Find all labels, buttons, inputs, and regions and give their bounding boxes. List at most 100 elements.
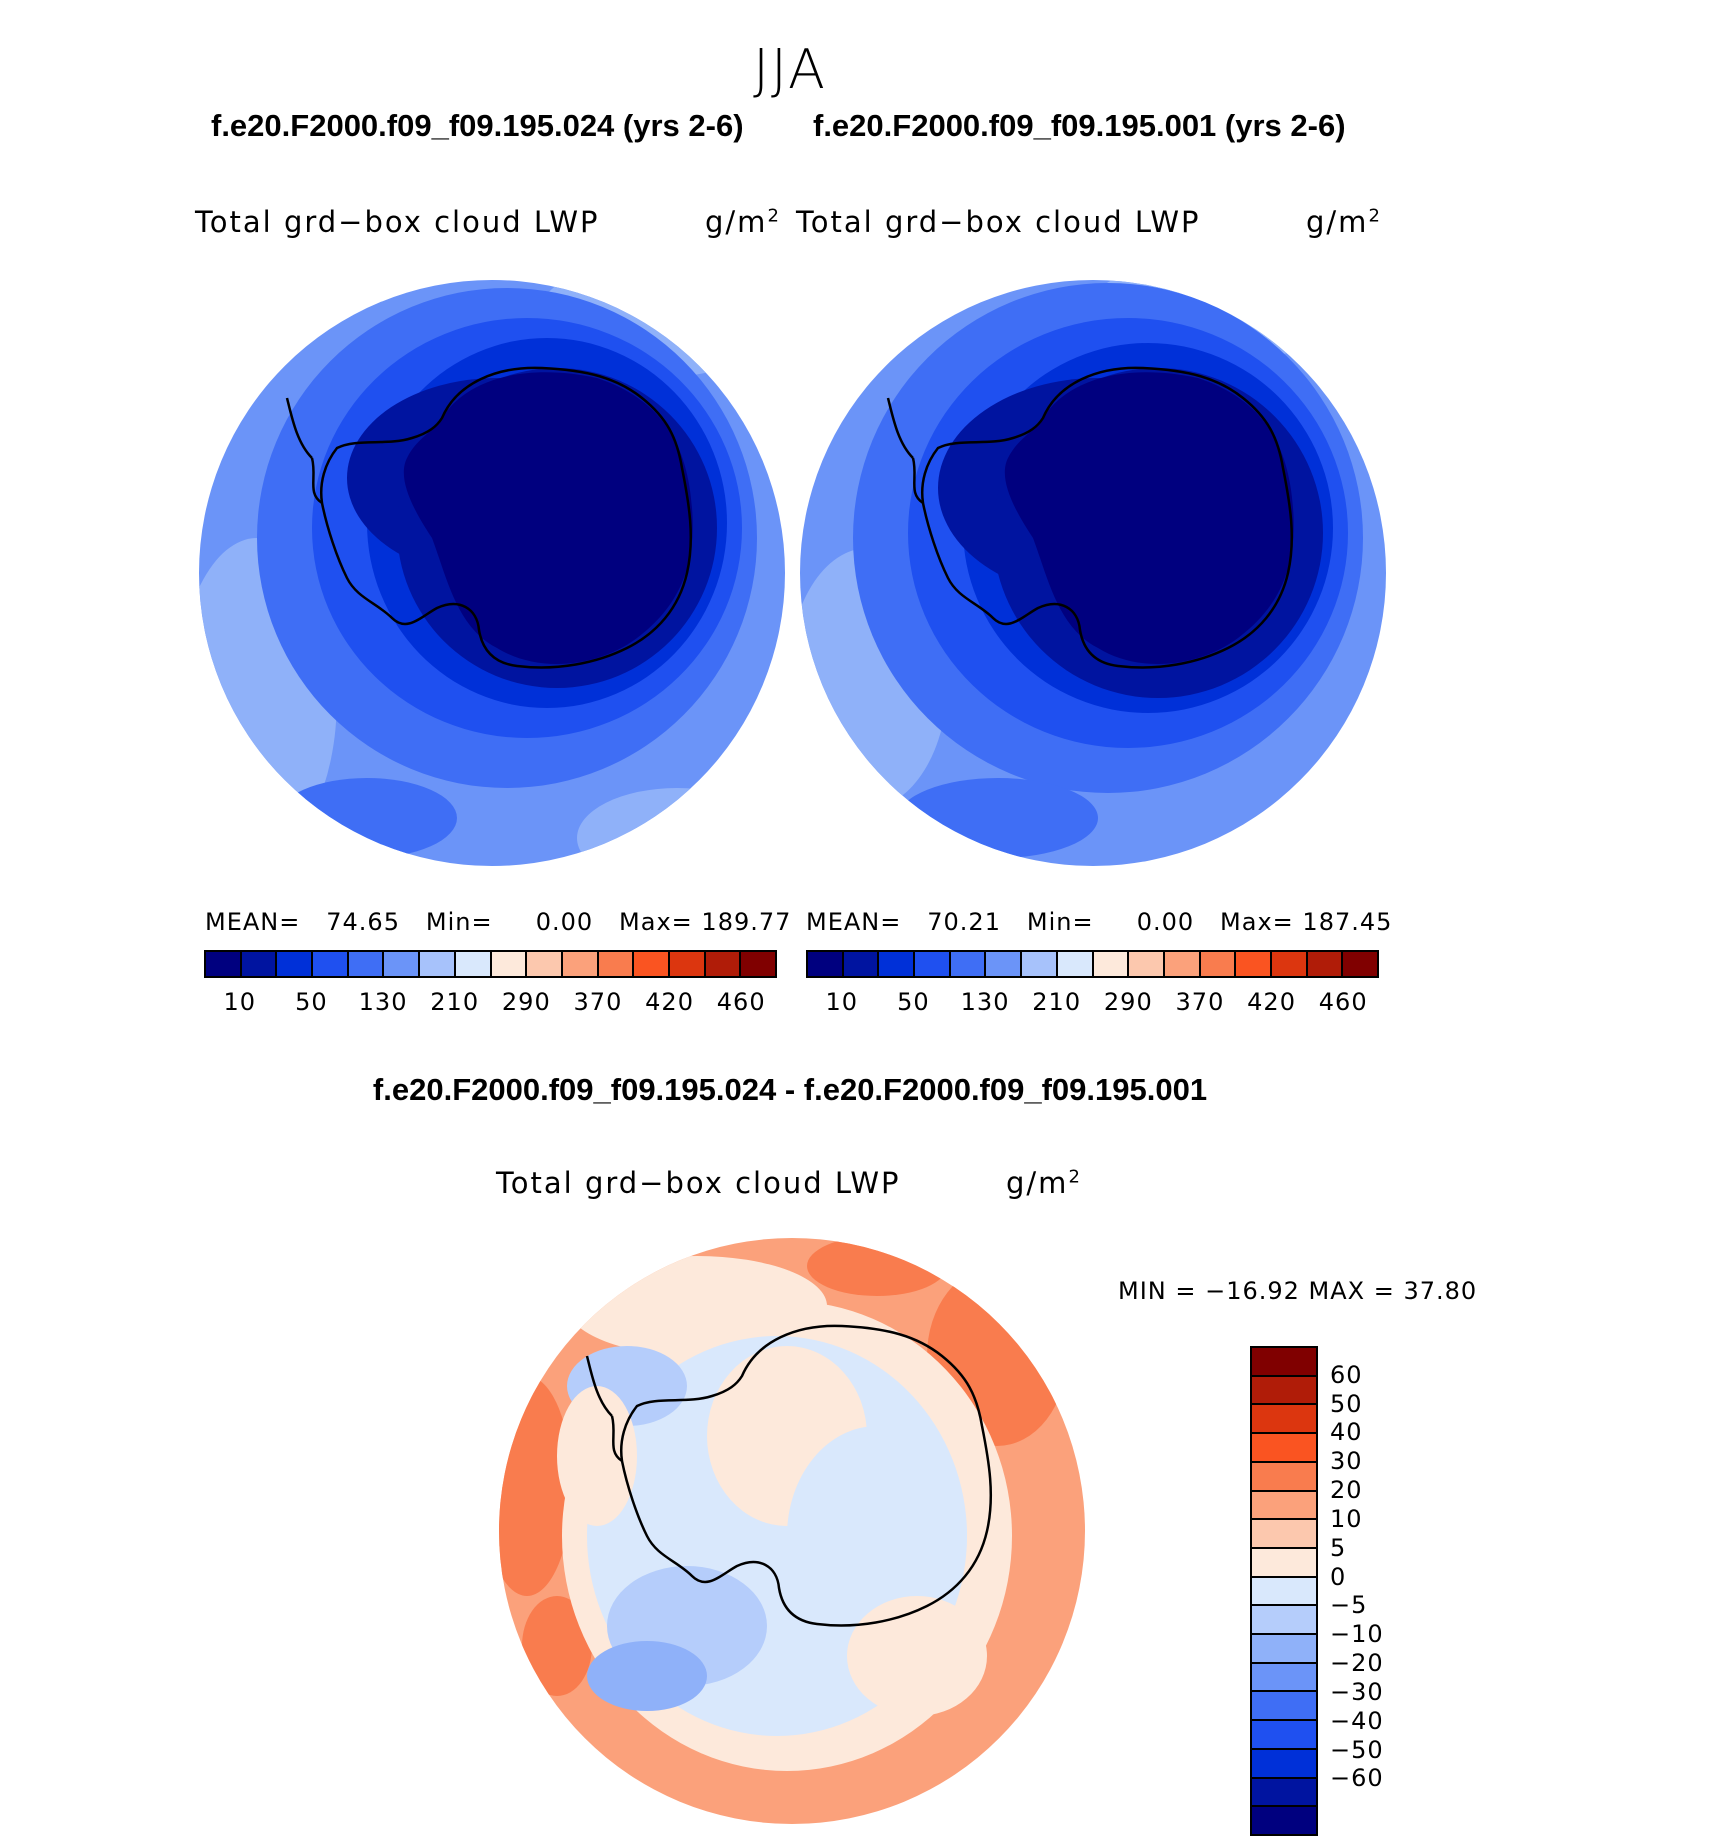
stats-left: MEAN= 74.65 Min= 0.00 Max= 189.77: [205, 908, 792, 936]
colorbar-tick-label: 460: [1318, 988, 1368, 1016]
colorbar-swatch: [1057, 952, 1094, 976]
colorbar-swatch: [1252, 1462, 1316, 1492]
colorbar-swatch: [598, 952, 635, 976]
colorbar-swatch: [741, 952, 775, 976]
colorbar-difference: [1250, 1346, 1318, 1836]
colorbar-tick-label: 50: [897, 988, 930, 1016]
colorbar-swatch: [1129, 952, 1165, 976]
case-title-left: f.e20.F2000.f09_f09.195.024 (yrs 2-6): [211, 108, 744, 143]
colorbar-tick-label: 460: [716, 988, 766, 1016]
colorbar-tick-label: 370: [1175, 988, 1225, 1016]
colorbar-swatch: [206, 952, 242, 976]
colorbar-swatch: [879, 952, 916, 976]
colorbar-swatch: [1252, 1405, 1316, 1435]
polar-map-difference: [499, 1238, 1085, 1824]
colorbar-right: [806, 950, 1379, 978]
colorbar-tick-label: 50: [1330, 1389, 1363, 1418]
colorbar-ticks-difference: 60 50 40 30 20 10 5 0 −5 −10 −20 −30 −40 −50 −60: [1330, 1346, 1450, 1836]
colorbar-swatch: [634, 952, 670, 976]
colorbar-swatch: [1307, 952, 1344, 976]
colorbar-swatch: [491, 952, 528, 976]
colorbar-swatch: [1252, 1663, 1316, 1693]
colorbar-swatch: [1252, 1548, 1316, 1578]
colorbar-swatch: [1252, 1376, 1316, 1406]
colorbar-swatch: [1252, 1807, 1316, 1834]
colorbar-swatch: [1252, 1520, 1316, 1549]
colorbar-swatch: [1252, 1491, 1316, 1521]
colorbar-swatch: [1271, 952, 1308, 976]
colorbar-tick-label: 20: [1330, 1476, 1363, 1505]
units-label-left: g/m2: [705, 205, 781, 239]
colorbar-tick-label: −30: [1330, 1677, 1384, 1706]
colorbar-tick-label: 40: [1330, 1418, 1363, 1447]
difference-title: f.e20.F2000.f09_f09.195.024 - f.e20.F200…: [372, 1072, 1208, 1107]
colorbar-swatch: [277, 952, 314, 976]
colorbar-tick-label: 290: [1103, 988, 1153, 1016]
polar-map-right: [800, 280, 1386, 866]
colorbar-swatch: [1252, 1721, 1316, 1750]
colorbar-tick-label: 210: [1032, 988, 1082, 1016]
colorbar-tick-label: 50: [295, 988, 328, 1016]
colorbar-swatch: [915, 952, 951, 976]
colorbar-tick-label: 290: [501, 988, 551, 1016]
colorbar-swatch: [562, 952, 599, 976]
colorbar-swatch: [1252, 1434, 1316, 1463]
colorbar-tick-label: 5: [1330, 1533, 1347, 1562]
colorbar-tick-label: 10: [223, 988, 257, 1016]
colorbar-tick-label: 130: [960, 988, 1010, 1016]
colorbar-swatch: [1252, 1778, 1316, 1808]
stats-right: MEAN= 70.21 Min= 0.00 Max= 187.45: [806, 908, 1393, 936]
colorbar-swatch: [843, 952, 880, 976]
colorbar-tick-label: −10: [1330, 1620, 1384, 1649]
colorbar-swatch: [348, 952, 385, 976]
colorbar-swatch: [1252, 1577, 1316, 1607]
colorbar-swatch: [950, 952, 987, 976]
colorbar-tick-label: −5: [1330, 1591, 1368, 1620]
colorbar-swatch: [1252, 1348, 1316, 1377]
units-label-right: g/m2: [1306, 205, 1382, 239]
colorbar-tick-label: 10: [1330, 1504, 1363, 1533]
variable-label-diff: Total grd−box cloud LWP: [496, 1166, 901, 1200]
variable-label-right: Total grd−box cloud LWP: [796, 205, 1201, 239]
colorbar-swatch: [384, 952, 421, 976]
colorbar-swatch: [705, 952, 742, 976]
colorbar-swatch: [313, 952, 349, 976]
colorbar-swatch: [420, 952, 456, 976]
colorbar-swatch: [1252, 1635, 1316, 1664]
colorbar-tick-label: 370: [573, 988, 623, 1016]
colorbar-swatch: [455, 952, 492, 976]
season-title: JJA: [753, 38, 827, 101]
colorbar-swatch: [1252, 1692, 1316, 1722]
polar-map-left: [199, 280, 785, 866]
colorbar-tick-label: 210: [430, 988, 480, 1016]
colorbar-tick-label: −20: [1330, 1649, 1384, 1678]
colorbar-swatch: [241, 952, 278, 976]
colorbar-swatch: [1252, 1606, 1316, 1636]
colorbar-swatch: [1093, 952, 1130, 976]
colorbar-swatch: [808, 952, 844, 976]
colorbar-left: [204, 950, 777, 978]
colorbar-swatch: [1164, 952, 1201, 976]
colorbar-ticks-right: 10 50 130 210 290 370 420 460: [806, 988, 1379, 1018]
colorbar-swatch: [1343, 952, 1377, 976]
colorbar-swatch: [1252, 1749, 1316, 1779]
case-title-right: f.e20.F2000.f09_f09.195.001 (yrs 2-6): [813, 108, 1346, 143]
colorbar-ticks-left: 10 50 130 210 290 370 420 460: [204, 988, 777, 1018]
colorbar-tick-label: −60: [1330, 1764, 1384, 1793]
colorbar-tick-label: −50: [1330, 1735, 1384, 1764]
colorbar-tick-label: −40: [1330, 1706, 1384, 1735]
difference-minmax: MIN = −16.92 MAX = 37.80: [1118, 1277, 1478, 1305]
colorbar-swatch: [1200, 952, 1237, 976]
colorbar-swatch: [527, 952, 563, 976]
colorbar-swatch: [1022, 952, 1058, 976]
colorbar-tick-label: 10: [825, 988, 859, 1016]
colorbar-swatch: [986, 952, 1023, 976]
units-label-diff: g/m2: [1006, 1166, 1082, 1200]
colorbar-swatch: [1236, 952, 1272, 976]
colorbar-tick-label: 0: [1330, 1562, 1347, 1591]
colorbar-swatch: [669, 952, 706, 976]
colorbar-tick-label: 420: [1247, 988, 1296, 1016]
colorbar-tick-label: 420: [645, 988, 694, 1016]
variable-label-left: Total grd−box cloud LWP: [195, 205, 600, 239]
colorbar-tick-label: 130: [358, 988, 408, 1016]
